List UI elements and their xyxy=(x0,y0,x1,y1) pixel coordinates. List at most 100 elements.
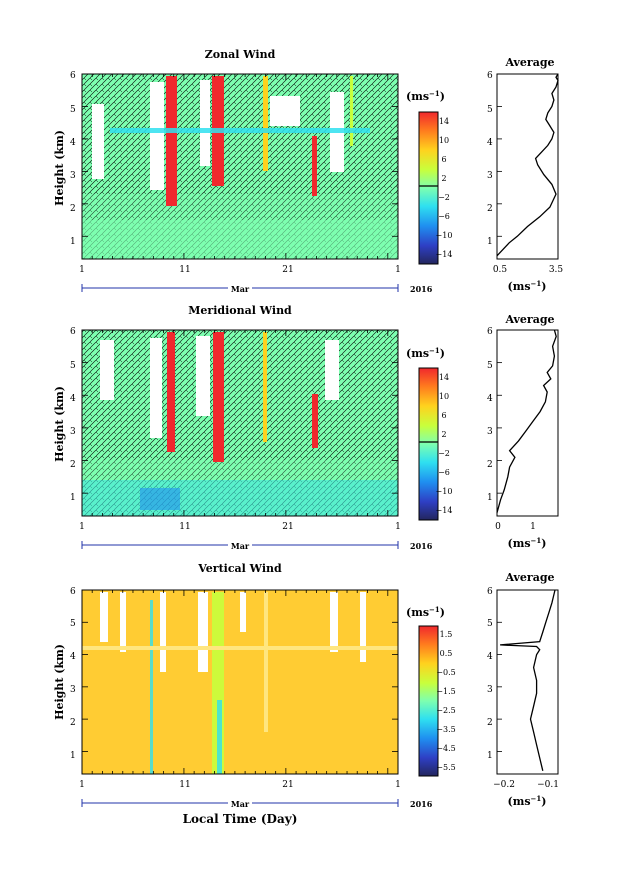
profile-title: Average xyxy=(504,571,554,584)
profile-y-tick: 6 xyxy=(487,71,493,81)
wind-band xyxy=(82,220,398,259)
colorbar-tick: 6 xyxy=(441,411,446,420)
colorbar-tick: 1.5 xyxy=(440,630,453,639)
colorbar: (ms−1) 14 10 6 2 −2 −6 −10 −14 xyxy=(406,346,453,521)
colorbar-unit: (ms−1) xyxy=(406,89,445,103)
profile-frame xyxy=(496,73,559,260)
profile-x-unit: (ms−1) xyxy=(507,536,546,550)
data-gap xyxy=(100,592,108,642)
month-label: Mar xyxy=(231,284,250,294)
heatmap-plot xyxy=(81,329,399,517)
colorbar-tick: −3.5 xyxy=(436,725,455,734)
colorbar-tick: −6 xyxy=(438,212,450,221)
colorbar-unit: (ms−1) xyxy=(406,346,445,360)
colorbar-tick: 10 xyxy=(439,136,449,145)
y-axis: Height (km) 1 2 3 4 5 6 xyxy=(53,587,76,761)
colorbar-tick: 2 xyxy=(441,430,446,439)
data-gap xyxy=(196,336,210,416)
profile-y-tick: 6 xyxy=(487,587,493,597)
profile-y-tick: 2 xyxy=(487,204,493,214)
colorbar-tick: 14 xyxy=(439,373,449,382)
y-tick-label: 1 xyxy=(70,237,76,247)
y-tick-label: 2 xyxy=(70,460,76,470)
profile-y-tick: 5 xyxy=(487,361,493,371)
axis-ticks xyxy=(81,73,502,774)
profile-line xyxy=(496,329,557,513)
profile-title: Average xyxy=(504,56,554,69)
colorbar-tick: −14 xyxy=(436,250,453,259)
wind-streak xyxy=(263,76,268,171)
y-tick-label: 4 xyxy=(70,652,76,662)
profile-x-tick: 0 xyxy=(495,522,501,532)
wind-streak xyxy=(350,76,353,146)
wind-streak xyxy=(264,592,268,732)
y-tick-label: 1 xyxy=(70,493,76,503)
colorbar-tick: −10 xyxy=(436,487,453,496)
heatmap-plot xyxy=(81,73,399,260)
y-tick-label: 3 xyxy=(70,685,76,695)
colorbar-tick: −10 xyxy=(436,231,453,240)
colorbar-tick: −6 xyxy=(438,468,450,477)
y-axis: Height (km) 1 2 3 4 5 6 xyxy=(53,327,76,503)
colorbar-tick: −0.5 xyxy=(436,668,455,677)
data-gap xyxy=(198,592,208,672)
panel-title: Vertical Wind xyxy=(197,562,282,575)
wind-streak xyxy=(312,136,317,196)
panel-title: Zonal Wind xyxy=(205,48,276,61)
y-tick-label: 5 xyxy=(70,361,76,371)
x-tick-label: 1 xyxy=(79,265,85,275)
profile-y-tick: 1 xyxy=(487,493,493,503)
profile-x-tick: 3.5 xyxy=(549,265,564,275)
plot-frame xyxy=(81,589,399,775)
profile-frame xyxy=(496,589,559,775)
panel-meridional: Meridional Wind Height (km) 1 2 3 4 5 6 xyxy=(53,304,559,551)
profile-y-tick: 6 xyxy=(487,327,493,337)
noise-texture xyxy=(82,460,398,516)
y-tick-label: 4 xyxy=(70,394,76,404)
profile-x-tick: −0.1 xyxy=(537,780,559,790)
x-axis-label: Local Time (Day) xyxy=(183,812,298,826)
data-gap xyxy=(160,592,166,672)
profile-x-tick: 0.5 xyxy=(493,265,508,275)
wind-streak xyxy=(312,394,318,448)
profile-y-tick: 4 xyxy=(487,394,493,404)
y-axis-label: Height (km) xyxy=(53,130,66,206)
colorbar: (ms−1) 1.5 0.5 −0.5 −1.5 −2.5 −3.5 −4.5 … xyxy=(406,605,456,777)
profile-x-unit: (ms−1) xyxy=(507,794,546,808)
data-gap xyxy=(92,104,104,179)
colorbar-tick: 10 xyxy=(439,392,449,401)
profile-y-tick: 3 xyxy=(487,427,493,437)
wind-band xyxy=(82,646,398,650)
profile-y-tick: 2 xyxy=(487,460,493,470)
wind-streak xyxy=(166,76,177,206)
x-axis: 1 11 21 1 Mar 2016 xyxy=(79,522,433,551)
profile-plot: Average 1 2 3 4 5 6 −0.2 −0.1 (ms−1) xyxy=(487,571,559,808)
y-tick-label: 6 xyxy=(70,71,76,81)
profile-plot: Average 1 2 3 4 5 6 0 1 (ms−1) xyxy=(487,313,559,550)
profile-y-tick: 3 xyxy=(487,685,493,695)
noise-texture xyxy=(82,330,398,460)
colorbar-tick: −2.5 xyxy=(436,706,455,715)
profile-line xyxy=(500,589,556,771)
x-tick-label: 1 xyxy=(395,265,401,275)
month-label-bg xyxy=(228,798,252,808)
x-tick-label: 21 xyxy=(282,780,293,790)
panel-title: Meridional Wind xyxy=(188,304,292,317)
colorbar-tick: 6 xyxy=(441,155,446,164)
wind-streak xyxy=(217,700,222,774)
profile-y-tick: 3 xyxy=(487,171,493,181)
x-tick-label: 1 xyxy=(395,522,401,532)
month-label: Mar xyxy=(231,541,250,551)
y-tick-label: 6 xyxy=(70,327,76,337)
data-gap xyxy=(360,592,366,662)
data-gap xyxy=(270,96,300,126)
wind-streak xyxy=(150,600,153,774)
x-tick-label: 11 xyxy=(179,265,190,275)
data-gap xyxy=(325,340,339,400)
year-label: 2016 xyxy=(410,799,433,809)
y-tick-label: 1 xyxy=(70,751,76,761)
profile-y-tick: 1 xyxy=(487,237,493,247)
profile-y-tick: 5 xyxy=(487,105,493,115)
colorbar-unit: (ms−1) xyxy=(406,605,445,619)
profile-y-tick: 2 xyxy=(487,718,493,728)
